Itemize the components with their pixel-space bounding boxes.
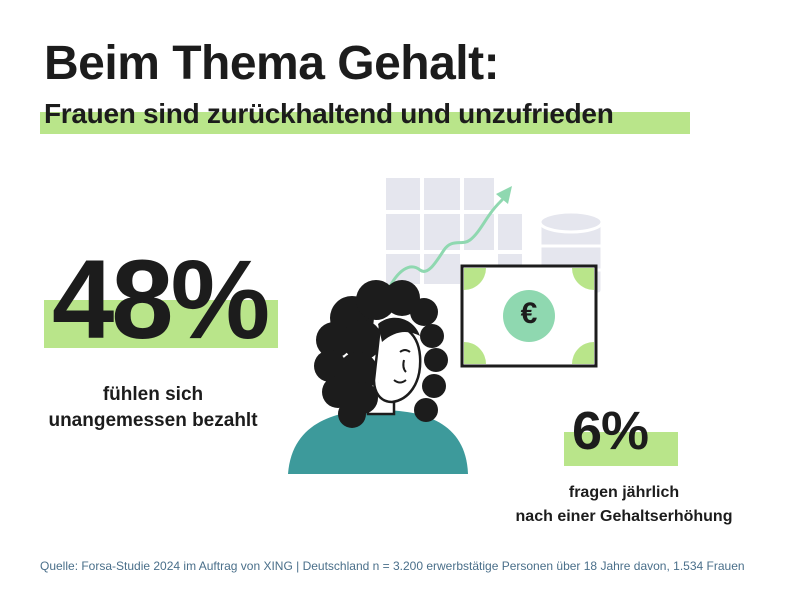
subtitle-highlight xyxy=(40,112,690,134)
source-note: Quelle: Forsa-Studie 2024 im Auftrag von… xyxy=(40,559,745,573)
secondary-stat-value: 6% xyxy=(572,401,649,461)
secondary-stat-highlight xyxy=(564,432,678,466)
secondary-stat-label-line1: fragen jährlich xyxy=(568,484,680,501)
grid-icon xyxy=(386,178,522,284)
primary-stat-label-line2: unangemessen bezahlt xyxy=(48,410,258,431)
trend-arrow-icon xyxy=(386,186,512,292)
woman-icon xyxy=(288,280,468,474)
coin-stack-icon xyxy=(538,210,604,296)
primary-stat-label-line1: fühlen sich xyxy=(102,384,204,405)
euro-symbol: € xyxy=(520,297,538,330)
primary-stat-highlight xyxy=(44,300,278,348)
page-title: Beim Thema Gehalt: xyxy=(44,37,500,90)
page-subtitle: Frauen sind zurückhaltend und unzufriede… xyxy=(44,98,614,129)
secondary-stat-label-line2: nach einer Gehaltserhöhung xyxy=(515,508,733,525)
subtitle-block: Frauen sind zurückhaltend und unzufriede… xyxy=(40,98,690,134)
primary-stat-value: 48% xyxy=(52,237,270,362)
